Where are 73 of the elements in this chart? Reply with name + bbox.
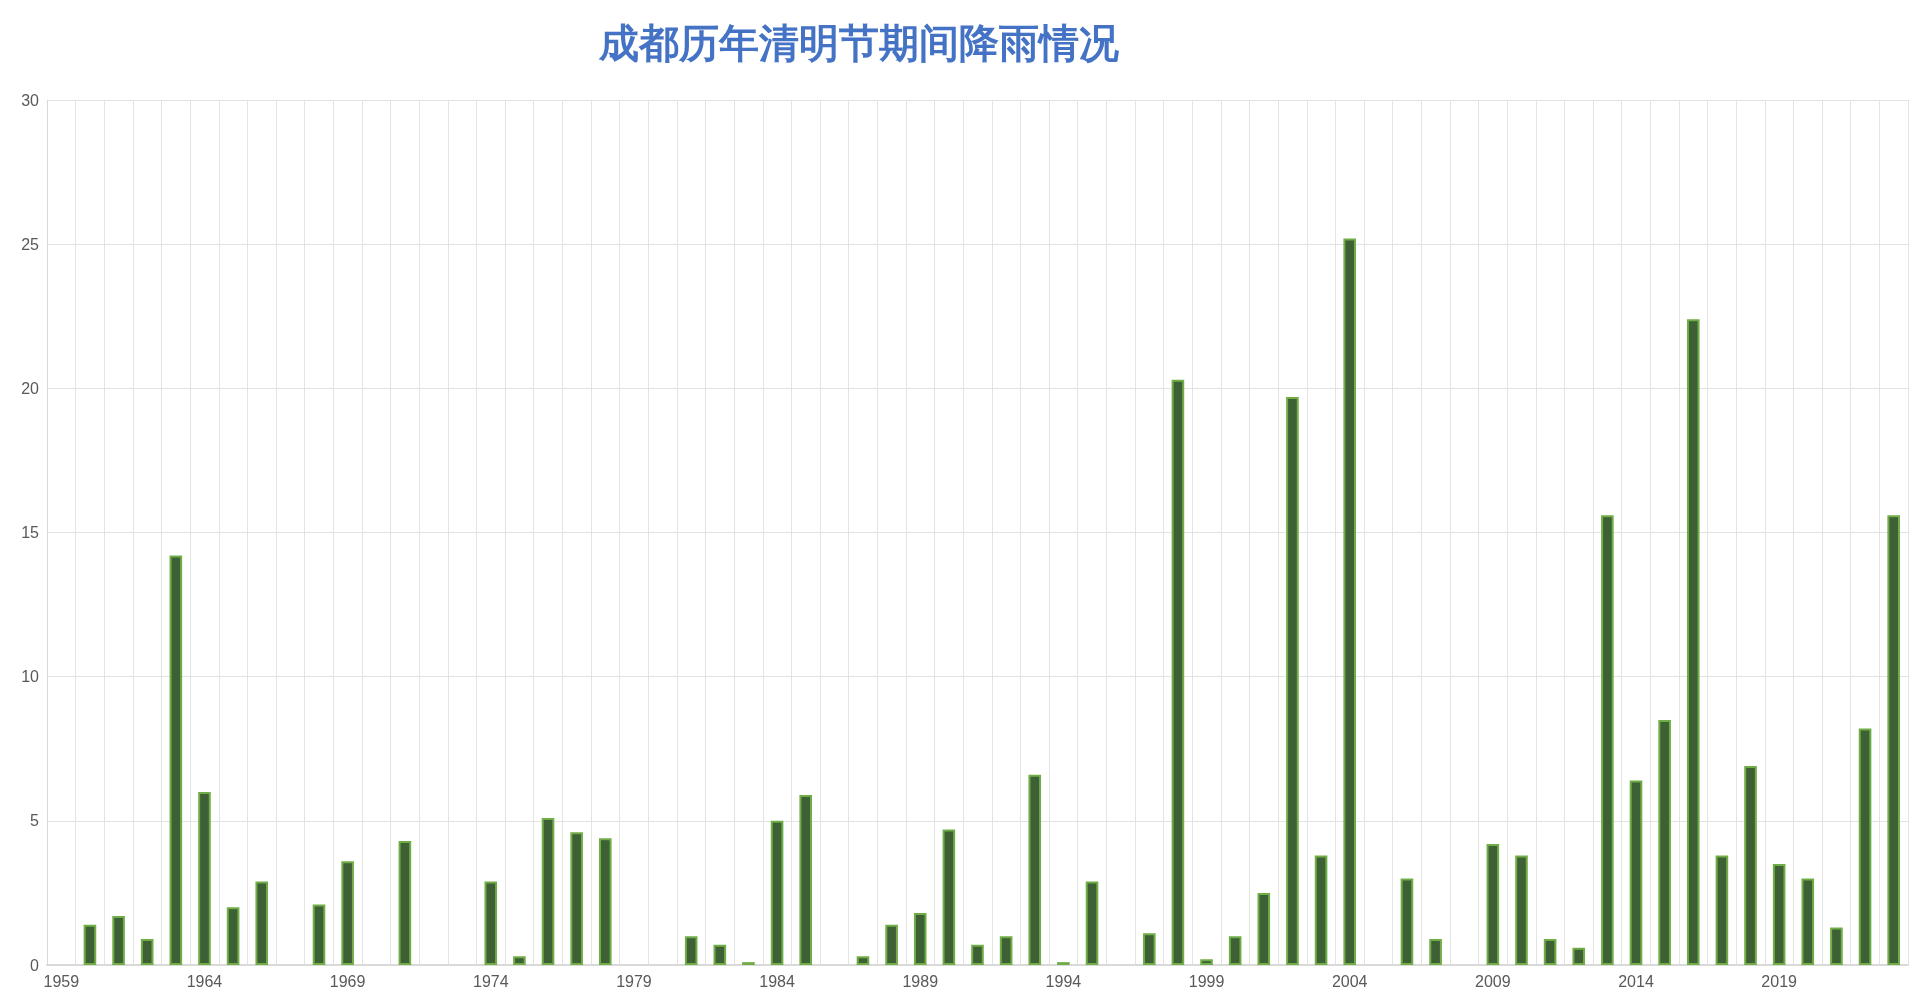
bar	[140, 939, 154, 965]
bar	[1887, 515, 1900, 965]
bar	[312, 904, 326, 965]
bar	[1715, 855, 1729, 965]
x-tick-label: 2009	[1475, 972, 1511, 990]
bar	[1200, 959, 1213, 965]
x-tick-label: 1999	[1188, 972, 1225, 990]
bar	[856, 956, 870, 965]
bar	[398, 841, 412, 965]
y-tick-label: 25	[21, 235, 40, 253]
x-tick-label: 1989	[902, 972, 939, 990]
bar	[1515, 855, 1528, 965]
bar	[1171, 379, 1185, 965]
bar	[198, 792, 211, 965]
x-tick-label: 1974	[472, 972, 509, 990]
bar	[1801, 878, 1815, 965]
bar	[1314, 855, 1328, 965]
bar	[1228, 936, 1242, 965]
y-tick-label: 10	[21, 668, 40, 686]
x-tick-label: 1984	[759, 972, 795, 990]
bar	[1572, 947, 1586, 965]
bar	[1629, 780, 1643, 965]
x-tick-label: 1969	[329, 972, 366, 990]
x-tick-label: 2004	[1331, 972, 1368, 990]
x-tick-label: 1979	[616, 972, 652, 990]
bar	[1486, 843, 1500, 965]
bar	[1744, 766, 1757, 965]
x-tick-label: 2014	[1618, 972, 1654, 990]
bar	[1830, 927, 1843, 965]
bar	[1400, 878, 1414, 965]
bar	[513, 956, 526, 965]
bar	[341, 861, 354, 965]
bar	[713, 944, 727, 965]
bar	[1686, 319, 1700, 965]
bar	[1028, 774, 1042, 965]
bar	[1858, 728, 1872, 965]
bar	[942, 829, 956, 965]
bar	[913, 913, 927, 965]
bar	[1772, 864, 1786, 965]
y-tick-label: 5	[30, 812, 40, 830]
bar	[1601, 515, 1614, 965]
y-tick-label: 20	[21, 379, 40, 397]
x-tick-label: 2019	[1761, 972, 1798, 990]
y-tick-label: 15	[21, 524, 40, 541]
bar	[770, 820, 784, 965]
chart-title: 成都历年清明节期间降雨情况	[598, 20, 1119, 66]
bar	[570, 832, 583, 965]
bar	[484, 881, 498, 965]
bar	[999, 936, 1013, 965]
bar	[226, 907, 240, 965]
bar	[1257, 892, 1271, 965]
bar	[799, 794, 813, 965]
x-tick-label: 1994	[1045, 972, 1082, 990]
bar	[1429, 939, 1442, 965]
y-tick-label: 30	[21, 91, 40, 109]
bar	[1343, 238, 1356, 965]
x-tick-label: 1964	[186, 972, 223, 990]
bar	[885, 924, 898, 965]
bar	[255, 881, 269, 965]
y-tick-label: 0	[30, 956, 40, 974]
bar	[1142, 933, 1156, 965]
x-tick-label: 1959	[43, 972, 80, 990]
bar	[169, 555, 183, 965]
bar	[1658, 719, 1671, 965]
bar	[971, 944, 984, 965]
bar	[83, 924, 97, 965]
bar	[599, 838, 612, 965]
bar	[1286, 396, 1299, 965]
bar	[684, 936, 698, 965]
bar	[1085, 881, 1099, 965]
bar	[541, 817, 555, 965]
bar	[1543, 939, 1557, 965]
bar	[112, 915, 125, 965]
